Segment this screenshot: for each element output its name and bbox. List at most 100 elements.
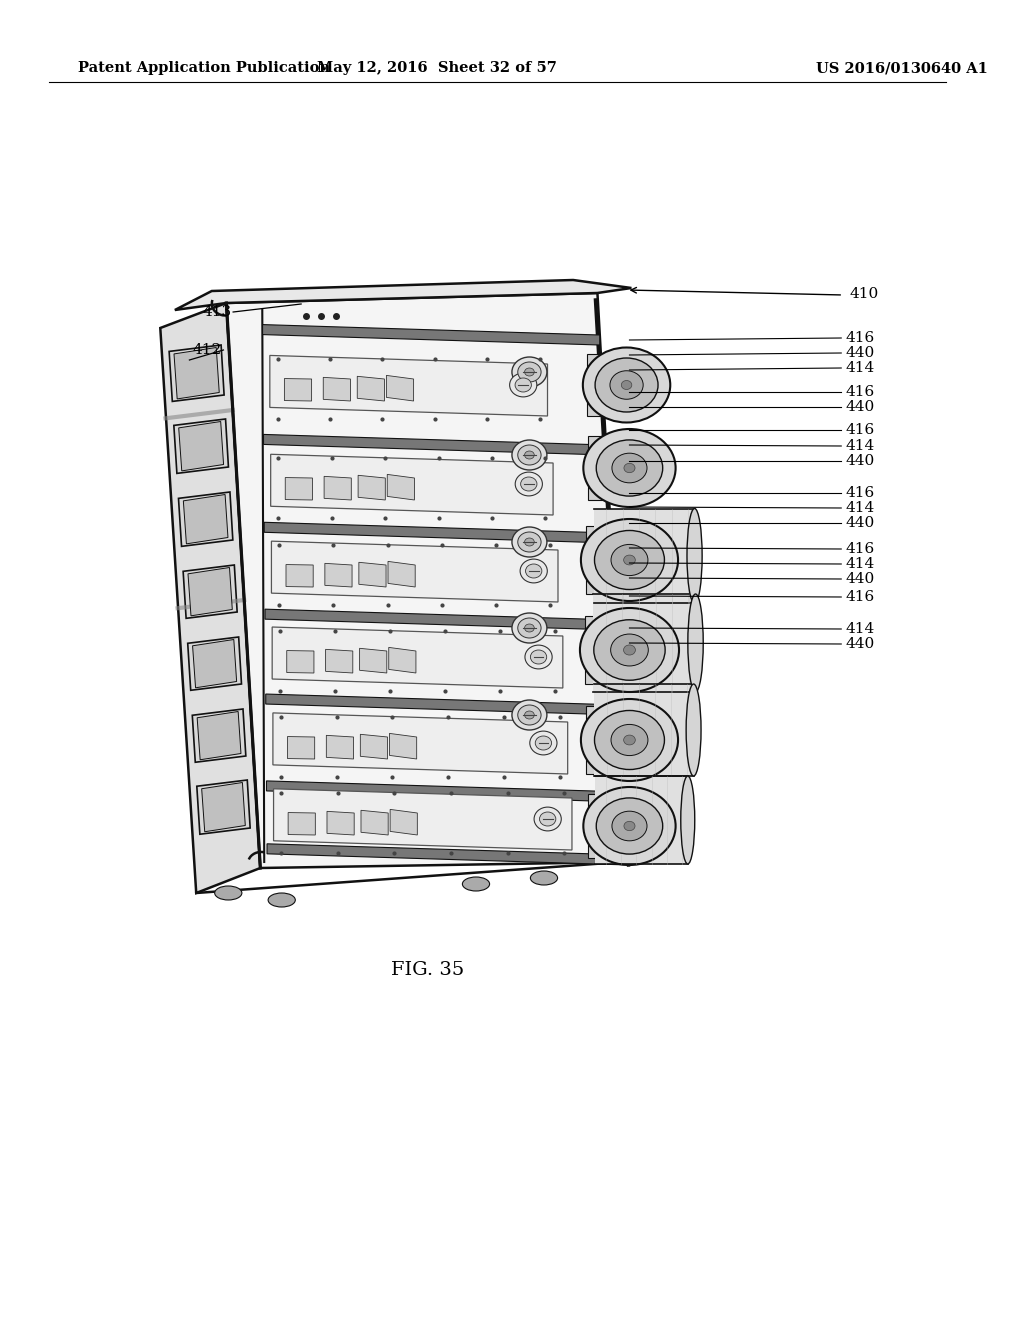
- Text: FIG. 35: FIG. 35: [391, 961, 464, 979]
- Text: 416: 416: [845, 590, 874, 605]
- Polygon shape: [264, 523, 611, 543]
- Polygon shape: [386, 375, 414, 401]
- Polygon shape: [262, 325, 600, 345]
- Polygon shape: [273, 789, 572, 850]
- Ellipse shape: [610, 634, 648, 667]
- Ellipse shape: [580, 609, 679, 692]
- Ellipse shape: [624, 821, 635, 830]
- Polygon shape: [226, 293, 630, 869]
- Polygon shape: [197, 780, 250, 834]
- Text: 440: 440: [845, 400, 874, 414]
- Polygon shape: [183, 565, 238, 618]
- Ellipse shape: [536, 737, 552, 750]
- Ellipse shape: [530, 649, 547, 664]
- Polygon shape: [288, 737, 314, 759]
- Polygon shape: [270, 355, 548, 416]
- Text: 440: 440: [845, 638, 874, 651]
- Ellipse shape: [524, 368, 535, 376]
- Ellipse shape: [524, 539, 535, 546]
- Polygon shape: [588, 436, 632, 500]
- Ellipse shape: [515, 473, 543, 496]
- Ellipse shape: [512, 700, 547, 730]
- Ellipse shape: [624, 463, 635, 473]
- Polygon shape: [594, 684, 693, 776]
- Polygon shape: [586, 706, 632, 774]
- Text: Patent Application Publication: Patent Application Publication: [78, 61, 330, 75]
- Polygon shape: [187, 638, 242, 690]
- Ellipse shape: [530, 871, 558, 884]
- Text: 413: 413: [202, 305, 231, 319]
- Polygon shape: [272, 627, 563, 688]
- Ellipse shape: [581, 700, 678, 781]
- Ellipse shape: [524, 711, 535, 719]
- Text: 412: 412: [193, 343, 221, 356]
- Polygon shape: [266, 694, 621, 715]
- Ellipse shape: [518, 362, 541, 381]
- Ellipse shape: [512, 356, 547, 387]
- Polygon shape: [178, 492, 232, 546]
- Polygon shape: [175, 280, 632, 310]
- Polygon shape: [273, 713, 567, 774]
- Polygon shape: [202, 783, 246, 832]
- Ellipse shape: [525, 645, 552, 669]
- Ellipse shape: [520, 477, 537, 491]
- Text: 410: 410: [850, 286, 880, 301]
- Ellipse shape: [215, 886, 242, 900]
- Ellipse shape: [583, 347, 671, 422]
- Polygon shape: [357, 376, 384, 401]
- Polygon shape: [360, 734, 387, 759]
- Ellipse shape: [520, 560, 547, 583]
- Text: 416: 416: [845, 331, 874, 345]
- Polygon shape: [193, 709, 246, 762]
- Text: 414: 414: [845, 440, 874, 453]
- Polygon shape: [266, 781, 626, 803]
- Text: 440: 440: [845, 346, 874, 360]
- Polygon shape: [388, 561, 415, 587]
- Polygon shape: [285, 379, 311, 401]
- Polygon shape: [263, 434, 606, 455]
- Polygon shape: [198, 711, 241, 760]
- Polygon shape: [387, 474, 415, 500]
- Polygon shape: [389, 734, 417, 759]
- Polygon shape: [593, 594, 695, 692]
- Polygon shape: [327, 812, 354, 836]
- Polygon shape: [327, 735, 353, 759]
- Polygon shape: [287, 651, 314, 673]
- Text: 414: 414: [845, 622, 874, 636]
- Ellipse shape: [581, 519, 678, 601]
- Ellipse shape: [512, 527, 547, 557]
- Ellipse shape: [595, 358, 658, 412]
- Ellipse shape: [611, 725, 648, 755]
- Ellipse shape: [518, 445, 541, 465]
- Ellipse shape: [515, 378, 531, 392]
- Ellipse shape: [611, 544, 648, 576]
- Ellipse shape: [268, 894, 295, 907]
- Polygon shape: [270, 454, 553, 515]
- Polygon shape: [169, 345, 224, 401]
- Polygon shape: [585, 615, 632, 685]
- Polygon shape: [161, 304, 260, 894]
- Text: 416: 416: [845, 422, 874, 437]
- Polygon shape: [586, 527, 632, 594]
- Ellipse shape: [686, 684, 701, 776]
- Text: 440: 440: [845, 454, 874, 469]
- Polygon shape: [358, 475, 385, 500]
- Text: May 12, 2016  Sheet 32 of 57: May 12, 2016 Sheet 32 of 57: [317, 61, 557, 75]
- Polygon shape: [271, 541, 558, 602]
- Ellipse shape: [584, 787, 676, 865]
- Text: 440: 440: [845, 572, 874, 586]
- Ellipse shape: [524, 451, 535, 459]
- Ellipse shape: [622, 380, 632, 389]
- Ellipse shape: [518, 618, 541, 638]
- Ellipse shape: [687, 508, 702, 603]
- Polygon shape: [595, 776, 688, 865]
- Polygon shape: [265, 609, 615, 630]
- Polygon shape: [325, 477, 351, 500]
- Text: 416: 416: [845, 543, 874, 556]
- Ellipse shape: [624, 645, 636, 655]
- Ellipse shape: [624, 556, 635, 565]
- Ellipse shape: [595, 531, 665, 590]
- Ellipse shape: [681, 776, 694, 865]
- Polygon shape: [594, 510, 694, 603]
- Text: 416: 416: [845, 385, 874, 399]
